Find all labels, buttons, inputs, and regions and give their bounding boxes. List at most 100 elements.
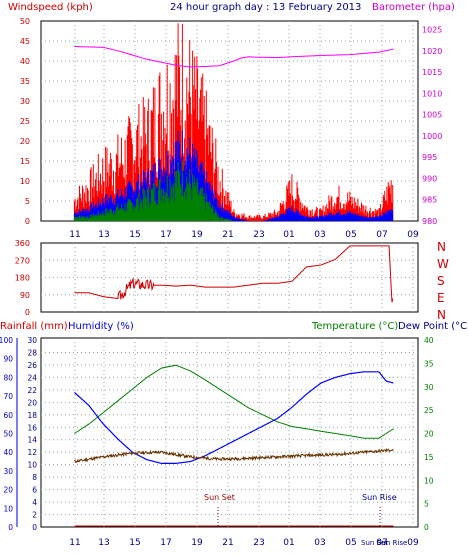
humidity-y-tick-label: 18 (27, 411, 37, 420)
barometer-y-tick-label: 1025 (422, 26, 442, 35)
temperature-y-tick-label: 35 (424, 359, 434, 368)
temperature-x-tick-label: 11 (69, 538, 80, 548)
wind-y-tick-label: 25 (20, 117, 30, 126)
humidity-y-tick-label: 16 (27, 423, 37, 432)
temperature-x-tick-label: 07 (376, 538, 387, 548)
dewpoint-series (74, 448, 394, 464)
wind-x-tick-label: 11 (69, 230, 80, 240)
sunrise-tick-label: Sun Rise (377, 539, 407, 547)
humidity-y-tick-label: 6 (32, 486, 37, 495)
temperature-x-tick-label: 01 (283, 538, 294, 548)
humidity-y-tick-label: 24 (27, 373, 37, 382)
sunset-label: Sun Set (204, 493, 235, 502)
sunrise-label: Sun Rise (362, 493, 397, 502)
barometer-y-tick-label: 1000 (422, 132, 442, 141)
wind-y-tick-label: 50 (20, 17, 30, 26)
humidity-y-tick-label: 2 (32, 511, 37, 520)
rainfall-y-tick-label: 40 (3, 448, 13, 457)
wind-x-tick-label: 03 (314, 230, 325, 240)
rainfall-y-tick-label: 90 (3, 355, 13, 364)
humidity-y-tick-label: 20 (27, 398, 37, 407)
wind-y-tick-label: 5 (25, 197, 30, 206)
barometer-y-tick-label: 1005 (422, 111, 442, 120)
temperature-y-tick-label: 15 (424, 453, 434, 462)
rainfall-y-tick-label: 100 (0, 336, 13, 345)
barometer-y-tick-label: 980 (422, 217, 437, 226)
rainfall-y-tick-label: 80 (3, 373, 13, 382)
direction-y-tick-label: 360 (15, 239, 30, 248)
wind-y-tick-label: 15 (20, 157, 30, 166)
rainfall-y-tick-label: 70 (3, 392, 13, 401)
wind-x-tick-label: 23 (253, 230, 264, 240)
barometer-axis-title: Barometer (hpa) (372, 2, 455, 13)
rainfall-y-tick-label: 10 (3, 504, 13, 513)
temperature-panel-frame (40, 337, 419, 528)
wind-y-tick-label: 20 (20, 137, 30, 146)
humidity-y-tick-label: 4 (32, 498, 37, 507)
compass-label: N (437, 308, 446, 322)
barometer-y-tick-label: 1020 (422, 47, 442, 56)
temperature-y-tick-label: 0 (424, 523, 429, 532)
barometer-y-tick-label: 995 (422, 153, 437, 162)
wind-x-tick-label: 19 (191, 230, 203, 240)
temperature-x-tick-label: 21 (222, 538, 233, 548)
barometer-y-tick-label: 1015 (422, 68, 442, 77)
rainfall-y-tick-label: 30 (3, 467, 13, 476)
humidity-y-tick-label: 10 (27, 461, 37, 470)
barometer-y-tick-label: 990 (422, 174, 437, 183)
temperature-y-tick-label: 30 (424, 383, 434, 392)
humidity-series (74, 371, 394, 464)
direction-y-tick-label: 270 (15, 256, 30, 265)
dewpoint-axis-title: Dew Point (°C) (398, 321, 468, 332)
barometer-series (74, 46, 394, 68)
temperature-x-tick-label: 15 (129, 538, 140, 548)
wind-x-tick-label: 13 (98, 230, 109, 240)
barometer-y-tick-label: 1010 (422, 89, 442, 98)
compass-label: S (437, 274, 445, 288)
compass-label: W (437, 257, 449, 271)
sunset-tick-label: Sun Set (361, 539, 388, 547)
direction-y-tick-label: 90 (20, 291, 30, 300)
humidity-y-tick-label: 12 (27, 448, 37, 457)
humidity-y-tick-label: 30 (27, 336, 37, 345)
temperature-x-tick-label: 09 (407, 538, 419, 548)
humidity-y-tick-label: 26 (27, 361, 37, 370)
wind-speed-series (73, 160, 234, 221)
wind-x-tick-label: 15 (129, 230, 140, 240)
wind-x-tick-label: 01 (283, 230, 294, 240)
humidity-y-tick-label: 14 (27, 436, 37, 445)
windspeed-axis-title: Windspeed (kph) (8, 2, 93, 13)
temperature-x-tick-label: 23 (253, 538, 264, 548)
wind-y-tick-label: 45 (20, 37, 30, 46)
wind-x-tick-label: 05 (345, 230, 356, 240)
temperature-x-tick-label: 13 (98, 538, 109, 548)
wind-y-tick-label: 0 (25, 217, 30, 226)
chart-title: 24 hour graph day : 13 February 2013 (170, 2, 361, 13)
temperature-y-tick-label: 20 (424, 430, 434, 439)
temperature-y-tick-label: 25 (424, 406, 434, 415)
wind-y-tick-label: 40 (20, 57, 30, 66)
rainfall-y-tick-label: 50 (3, 430, 13, 439)
wind-x-tick-label: 07 (376, 230, 387, 240)
wind-direction-series (74, 245, 394, 303)
compass-label: N (437, 240, 446, 254)
temperature-y-tick-label: 10 (424, 476, 434, 485)
wind-y-tick-label: 10 (20, 177, 30, 186)
temperature-x-tick-label: 03 (314, 538, 325, 548)
barometer-y-tick-label: 985 (422, 196, 437, 205)
temperature-x-tick-label: 19 (191, 538, 203, 548)
rainfall-y-tick-label: 0 (8, 523, 13, 532)
compass-label: E (437, 291, 445, 305)
humidity-y-tick-label: 8 (32, 473, 37, 482)
wind-x-tick-label: 09 (407, 230, 419, 240)
direction-y-tick-label: 0 (25, 308, 30, 317)
wind-x-tick-label: 21 (222, 230, 233, 240)
temperature-series (74, 364, 394, 439)
rainfall-y-tick-label: 60 (3, 411, 13, 420)
rainfall-y-tick-label: 20 (3, 486, 13, 495)
humidity-axis-title: Humidity (%) (68, 321, 134, 332)
temperature-y-tick-label: 5 (424, 500, 429, 509)
temperature-axis-title: Temperature (°C) (311, 321, 398, 332)
